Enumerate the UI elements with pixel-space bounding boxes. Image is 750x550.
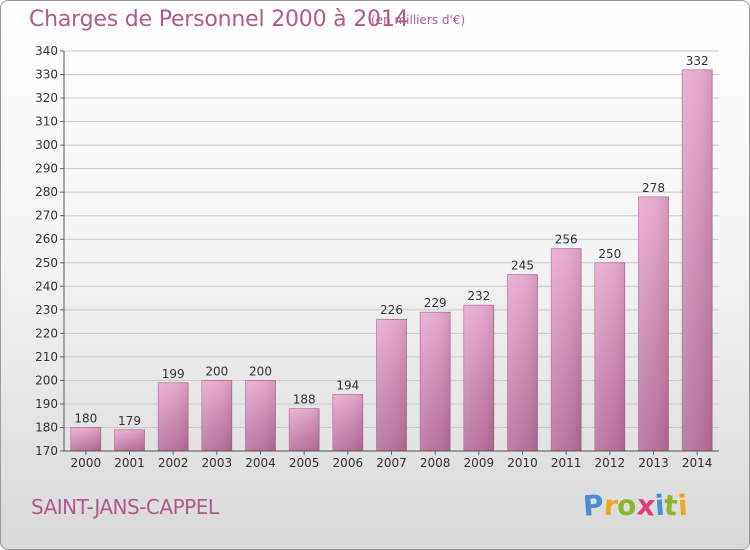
y-tick-label: 320 (35, 91, 58, 105)
x-tick-label-2004: 2004 (245, 456, 276, 470)
bar-shine (682, 69, 713, 451)
bar-shine (594, 262, 625, 451)
x-tick-label-2014: 2014 (682, 456, 713, 470)
bar-shine (114, 429, 145, 451)
logo-letter: P (581, 488, 605, 523)
axes: 170 180 190 200 210 220 230 240 250 260 270 280 290 3… (35, 44, 719, 470)
value-label-2013: 278 (642, 181, 665, 195)
value-label-2008: 229 (424, 296, 447, 310)
bar-shine (507, 274, 538, 451)
x-tick-label-2012: 2012 (595, 456, 626, 470)
value-label-2014: 332 (686, 54, 709, 68)
value-label-2005: 188 (293, 393, 316, 407)
y-tick-label: 180 (35, 420, 58, 434)
y-tick-label: 240 (35, 279, 58, 293)
proxiti-logo: Proxiti (581, 488, 689, 523)
bar-shine (638, 196, 669, 451)
bar-shine (289, 408, 320, 451)
bar-shine (158, 382, 189, 451)
value-labels: 180 179 199 200 200 188 194 226 229 232 245 256 250 2… (74, 54, 708, 428)
x-tick-label-2003: 2003 (202, 456, 233, 470)
x-tick-label-2006: 2006 (333, 456, 364, 470)
x-tick-label-2011: 2011 (551, 456, 582, 470)
bar-shine (551, 248, 582, 451)
y-tick-label: 330 (35, 68, 58, 82)
x-tick-label-2005: 2005 (289, 456, 320, 470)
y-tick-label: 230 (35, 303, 58, 317)
bar-shine (463, 305, 494, 451)
x-tick-label-2001: 2001 (114, 456, 145, 470)
y-tick-label: 210 (35, 350, 58, 364)
x-tick-label-2008: 2008 (420, 456, 451, 470)
value-label-2000: 180 (74, 411, 97, 425)
value-label-2004: 200 (249, 364, 272, 378)
y-tick-label: 270 (35, 209, 58, 223)
x-tick-label-2010: 2010 (507, 456, 538, 470)
y-tick-label: 310 (35, 115, 58, 129)
bar-shine (332, 394, 363, 451)
value-label-2003: 200 (205, 364, 228, 378)
logo-letter: x (635, 488, 657, 523)
x-tick-label-2002: 2002 (158, 456, 189, 470)
value-label-2007: 226 (380, 303, 403, 317)
bar-shine (245, 380, 276, 451)
y-tick-label: 340 (35, 44, 58, 58)
y-tick-label: 190 (35, 397, 58, 411)
x-tick-label-2007: 2007 (376, 456, 407, 470)
value-label-2011: 256 (555, 233, 578, 247)
bars (70, 69, 713, 452)
value-label-2009: 232 (467, 289, 490, 303)
y-tick-label: 220 (35, 326, 58, 340)
y-tick-label: 290 (35, 162, 58, 176)
value-label-2006: 194 (336, 379, 359, 393)
bar-shine (201, 380, 232, 451)
y-tick-label: 260 (35, 232, 58, 246)
value-label-2010: 245 (511, 259, 534, 273)
value-label-2001: 179 (118, 414, 141, 428)
value-label-2002: 199 (162, 367, 185, 381)
logo-letter: i (676, 488, 689, 523)
y-tick-label: 250 (35, 256, 58, 270)
commune-name: SAINT-JANS-CAPPEL (31, 495, 219, 519)
y-tick-label: 300 (35, 138, 58, 152)
x-tick-label-2000: 2000 (71, 456, 102, 470)
y-tick-label: 280 (35, 185, 58, 199)
x-tick-label-2013: 2013 (638, 456, 669, 470)
bar-shine (376, 319, 407, 451)
chart-subtitle: (en milliers d'€) (371, 13, 466, 27)
bar-shine (70, 427, 101, 451)
x-tick-label-2009: 2009 (464, 456, 495, 470)
y-tick-label: 200 (35, 373, 58, 387)
chart-title: Charges de Personnel 2000 à 2014 (29, 7, 409, 32)
y-tick-label: 170 (35, 444, 58, 458)
bar-shine (420, 312, 451, 451)
logo-letter: o (616, 488, 638, 523)
value-label-2012: 250 (598, 247, 621, 261)
